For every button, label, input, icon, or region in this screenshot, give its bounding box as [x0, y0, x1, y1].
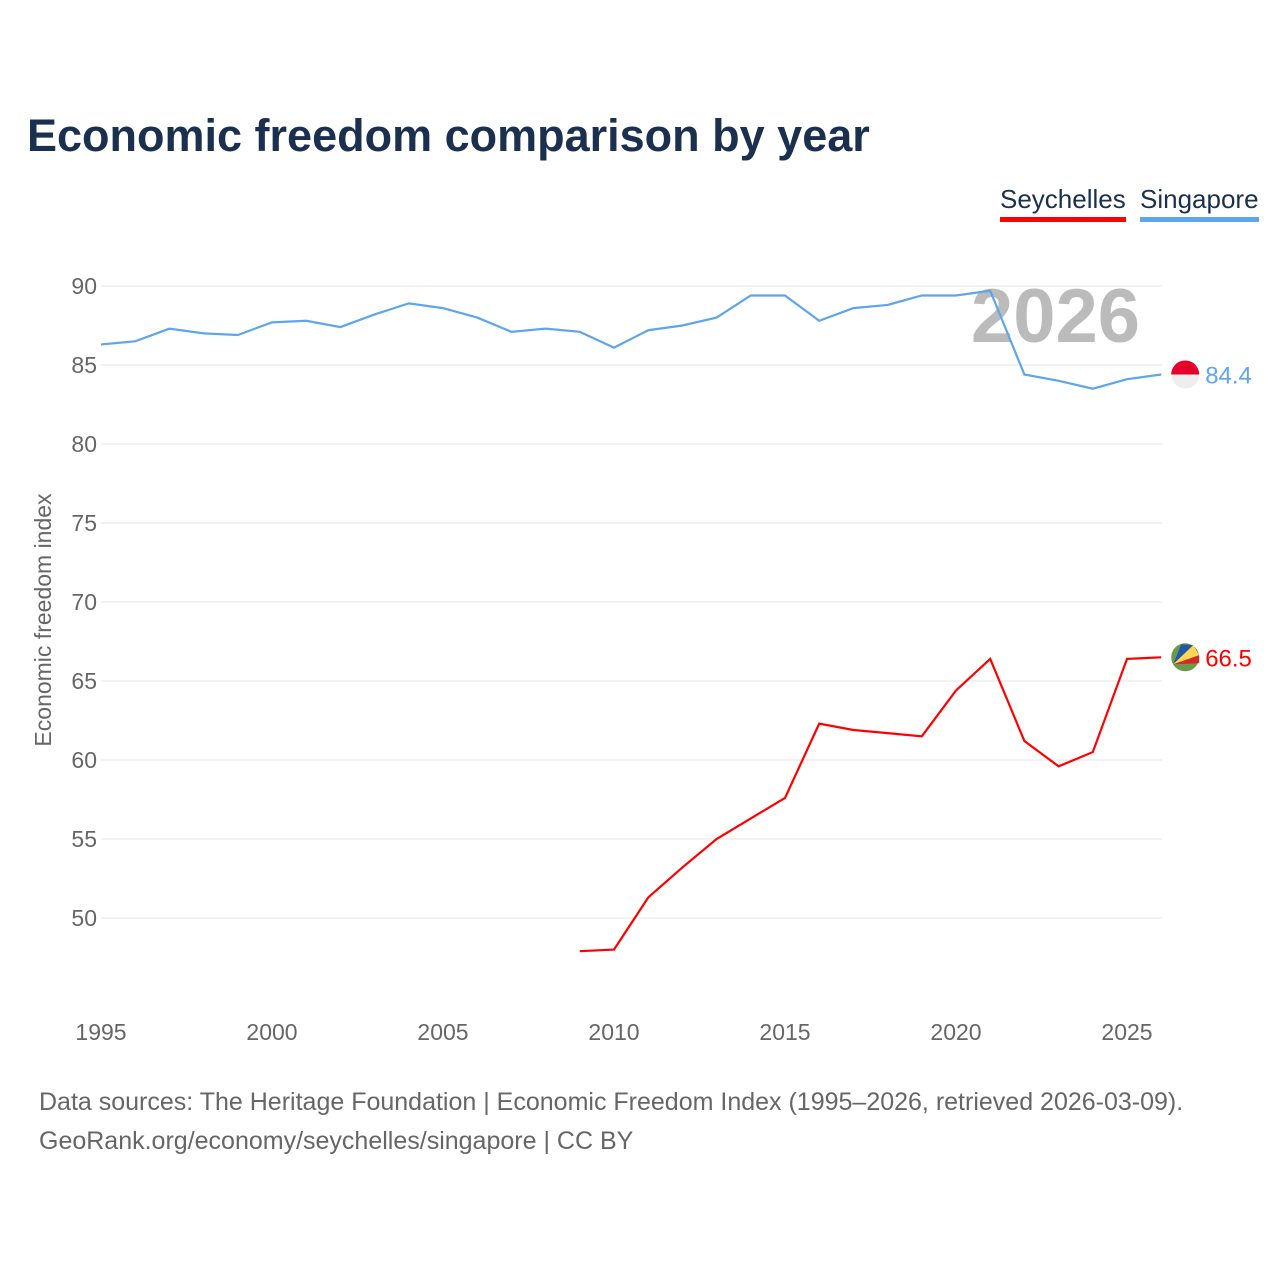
flag-icon-red: [1173, 655, 1200, 665]
x-tick-label: 2000: [246, 1019, 297, 1045]
line-chart: 50 55 60 65 70 75 80 85 90 1995 2000 2005 2010 2015 20…: [30, 273, 1252, 1045]
y-axis-label: Economic freedom index: [30, 493, 56, 747]
y-tick-label: 50: [71, 905, 97, 931]
legend-singapore[interactable]: Singapore: [1140, 184, 1259, 222]
series-line-seychelles: [579, 656, 1162, 953]
y-tick-label: 90: [71, 273, 97, 299]
x-tick-label: 1995: [75, 1019, 126, 1045]
chart-title: Economic freedom comparison by year: [27, 110, 870, 161]
y-tick-label: 80: [71, 431, 97, 457]
y-tick-label: 70: [71, 589, 97, 615]
footer-attribution[interactable]: GeoRank.org/economy/seychelles/singapore…: [39, 1127, 634, 1155]
y-tick-label: 60: [71, 747, 97, 773]
flag-icon-blue: [1173, 644, 1194, 665]
x-tick-label: 2020: [930, 1019, 981, 1045]
x-tick-label: 2010: [588, 1019, 639, 1045]
flag-icon-top: [1171, 360, 1200, 375]
year-watermark: 2026: [971, 274, 1140, 359]
footer-sources: Data sources: The Heritage Foundation | …: [39, 1088, 1184, 1116]
y-tick-label: 85: [71, 352, 97, 378]
x-tick-label: 2005: [417, 1019, 468, 1045]
y-tick-label: 55: [71, 826, 97, 852]
legend-seychelles[interactable]: Seychelles: [1000, 184, 1126, 222]
end-value-label: 66.5: [1205, 645, 1252, 672]
flag-icon-yellow: [1173, 645, 1200, 665]
end-value-label: 84.4: [1205, 362, 1252, 389]
x-tick-label: 2015: [759, 1019, 810, 1045]
y-tick-label: 75: [71, 510, 97, 536]
y-tick-label: 65: [71, 668, 97, 694]
series-line-singapore: [100, 289, 1162, 390]
x-tick-label: 2025: [1101, 1019, 1152, 1045]
